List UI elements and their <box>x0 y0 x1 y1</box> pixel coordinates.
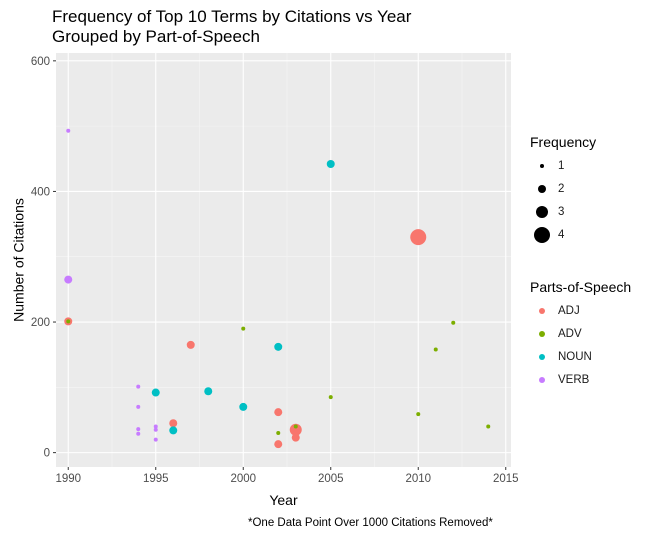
y-tick-label: 600 <box>31 56 50 68</box>
pos-legend-item-verb-label: VERB <box>558 373 590 386</box>
frequency-legend-item-label: 1 <box>558 159 565 172</box>
x-tick-label: 2015 <box>493 473 519 485</box>
x-tick-label: 2000 <box>230 473 256 485</box>
frequency-legend-item: 2 <box>530 177 596 200</box>
data-point-adj <box>274 440 283 449</box>
chart-title: Frequency of Top 10 Terms by Citations v… <box>52 7 412 46</box>
frequency-legend-item-key <box>530 177 554 200</box>
data-point-adj <box>291 433 300 442</box>
major-gridlines <box>56 53 511 467</box>
data-point-noun <box>204 387 213 396</box>
y-axis-title: Number of Citations <box>11 198 27 322</box>
parts-of-speech-legend-title: Parts-of-Speech <box>530 279 632 295</box>
chart-caption: *One Data Point Over 1000 Citations Remo… <box>248 517 493 529</box>
frequency-legend-item-label: 2 <box>558 182 565 195</box>
data-point-verb <box>136 384 141 389</box>
data-point-adj <box>274 408 283 417</box>
data-point-adv <box>486 424 491 429</box>
data-point-verb <box>153 427 158 432</box>
data-point-verb <box>136 431 141 436</box>
x-axis-title: Year <box>269 492 298 508</box>
data-point-adv <box>276 431 281 436</box>
data-point-adv <box>293 424 298 429</box>
frequency-legend-item-label: 4 <box>558 228 565 241</box>
pos-legend-item-noun-key <box>530 345 554 368</box>
data-point-verb <box>66 128 71 133</box>
axes: 1990 1995 2000 2005 2010 2015 0 200 400 600 <box>31 56 519 485</box>
data-point-verb <box>64 275 73 284</box>
plot-panel <box>56 53 511 467</box>
data-point-noun <box>169 426 178 435</box>
data-point-verb <box>153 437 158 442</box>
data-point-adj <box>169 419 178 428</box>
parts-of-speech-legend: Parts-of-Speech ADJ ADV NOUN VERB <box>530 279 631 391</box>
data-point-adj <box>289 423 302 436</box>
data-point-verb <box>136 427 141 432</box>
data-point-noun <box>274 342 283 351</box>
frequency-legend-title: Frequency <box>530 134 597 150</box>
y-tick-label: 0 <box>44 448 50 460</box>
pos-legend-item-verb: VERB <box>530 368 631 391</box>
pos-legend-item-adv-key <box>530 322 554 345</box>
x-tick-label: 2005 <box>318 473 344 485</box>
pos-legend-item-adj: ADJ <box>530 299 631 322</box>
frequency-legend-item: 1 <box>530 154 596 177</box>
pos-legend-item-verb-key <box>530 368 554 391</box>
frequency-legend: Frequency 1 2 3 4 <box>530 134 596 246</box>
minor-gridlines <box>56 53 511 467</box>
frequency-legend-item-label: 3 <box>558 205 565 218</box>
x-tick-label: 2010 <box>405 473 431 485</box>
pos-legend-item-adj-label: ADJ <box>558 304 580 317</box>
data-points <box>64 128 491 449</box>
data-point-verb <box>136 404 141 409</box>
data-point-noun <box>326 160 335 169</box>
data-point-noun <box>239 402 248 411</box>
frequency-legend-item: 3 <box>530 200 596 223</box>
data-point-adj <box>186 340 195 349</box>
y-tick-label: 400 <box>31 186 50 198</box>
data-point-adv <box>328 395 333 400</box>
pos-legend-item-noun-label: NOUN <box>558 350 592 363</box>
data-point-adv <box>451 320 456 325</box>
frequency-legend-item-key <box>530 200 554 223</box>
pos-legend-item-adv: ADV <box>530 322 631 345</box>
data-point-adv <box>66 319 71 324</box>
data-point-verb <box>153 424 158 429</box>
y-tick-label: 200 <box>31 317 50 329</box>
frequency-legend-item-key <box>530 154 554 177</box>
data-point-adj <box>410 229 427 246</box>
frequency-legend-item: 4 <box>530 223 596 246</box>
data-point-adv <box>416 412 421 417</box>
data-point-noun <box>151 388 160 397</box>
frequency-legend-item-key <box>530 223 554 246</box>
pos-legend-item-adj-key <box>530 299 554 322</box>
data-point-adv <box>241 326 246 331</box>
pos-legend-item-adv-label: ADV <box>558 327 582 340</box>
pos-legend-item-noun: NOUN <box>530 345 631 368</box>
data-point-adv <box>433 347 438 352</box>
x-tick-label: 1990 <box>55 473 81 485</box>
x-tick-label: 1995 <box>143 473 169 485</box>
